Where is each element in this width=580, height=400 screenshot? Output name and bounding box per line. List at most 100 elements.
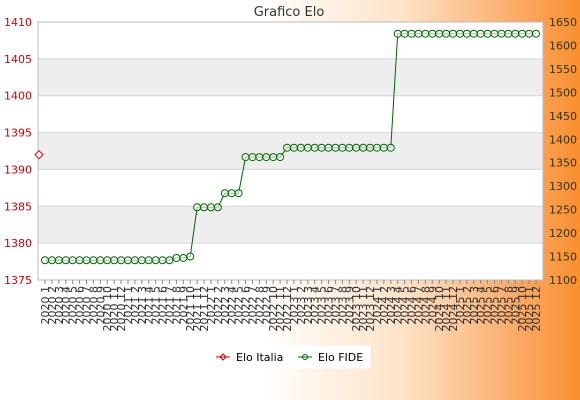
y-right-tick-label: 1350 [549,157,577,170]
x-tick-label: 2025 12 [530,286,543,332]
elo-fide-point [449,29,458,38]
elo-fide-point [303,143,312,152]
elo-fide-point [206,203,215,212]
elo-italia-point [34,149,44,160]
elo-fide-point [117,256,126,265]
legend-label-elo-fide: Elo FIDE [318,351,363,364]
x-tick-label: 2024 1 [371,286,384,325]
x-tick-label: 2023 12 [364,286,377,332]
x-tick-label: 2023 2 [295,286,308,325]
elo-fide-point [525,29,534,38]
x-tick-label: 2022 7 [246,286,259,325]
x-tick-label: 2022 6 [240,286,253,325]
elo-fide-point [324,143,333,152]
y-left-tick-label: 1385 [4,200,32,213]
x-tick-label: 2022 5 [233,286,246,325]
y-right-tick-label: 1400 [549,133,577,146]
x-tick-label: 2024 2 [378,286,391,325]
x-tick-label: 2021 12 [198,286,211,332]
legend: Elo Italia Elo FIDE [209,345,371,369]
elo-fide-point [317,143,326,152]
x-tick-label: 2021 5 [150,286,163,325]
x-tick-label: 2022 8 [253,286,266,325]
x-tick-label: 2022 10 [267,286,280,332]
x-tick-label: 2020 8 [87,286,100,325]
x-tick-label: 2023 11 [357,286,370,332]
x-tick-label: 2022 1 [205,286,218,325]
elo-fide-point [283,143,292,152]
elo-fide-point [497,29,506,38]
elo-fide-point [483,29,492,38]
grid-band [38,58,543,96]
x-tick-label: 2020 11 [108,286,121,332]
elo-fide-point [276,153,285,162]
x-tick-label: 2023 8 [336,286,349,325]
x-tick-label: 2020 6 [74,286,87,325]
elo-fide-point [61,256,70,265]
x-tick-label: 2022 3 [219,286,232,325]
elo-fide-point [165,256,174,265]
elo-fide-point [82,256,91,265]
y-right-tick-label: 1150 [549,251,577,264]
x-tick-label: 2023 5 [316,286,329,325]
x-tick-label: 2020 4 [60,286,73,325]
y-left-tick-label: 1380 [4,237,32,250]
y-left-tick-label: 1375 [4,274,32,287]
elo-fide-point [68,256,77,265]
y-right-tick-label: 1500 [549,86,577,99]
elo-fide-point [435,29,444,38]
elo-fide-point [144,256,153,265]
x-tick-label: 2023 9 [343,286,356,325]
x-tick-label: 2022 2 [212,286,225,325]
y-right-tick-label: 1100 [549,274,577,287]
x-tick-label: 2024 11 [440,286,453,332]
x-tick-label: 2021 3 [136,286,149,325]
elo-fide-point [331,143,340,152]
elo-fide-point [241,153,250,162]
y-left-tick-label: 1395 [4,127,32,140]
elo-fide-point [269,153,278,162]
x-tick-label: 2021 1 [122,286,135,325]
x-tick-label: 2025 6 [489,286,502,325]
elo-fide-point [455,29,464,38]
x-tick-label: 2025 10 [516,286,529,332]
elo-fide-point [75,256,84,265]
x-tick-label: 2025 9 [509,286,522,325]
x-tick-label: 2020 5 [67,286,80,325]
elo-fide-point [442,29,451,38]
x-tick-label: 2023 3 [302,286,315,325]
elo-fide-point [227,189,236,198]
elo-fide-point [151,256,160,265]
elo-fide-point [248,153,257,162]
elo-fide-point [193,203,202,212]
x-tick-label: 2024 5 [399,286,412,325]
elo-fide-point [220,189,229,198]
x-tick-label: 2022 11 [274,286,287,332]
x-tick-label: 2025 8 [502,286,515,325]
elo-fide-point [345,143,354,152]
x-tick-label: 2020 10 [101,286,114,332]
y-right-tick-label: 1600 [549,39,577,52]
elo-fide-point [41,256,49,265]
y-right-tick-label: 1300 [549,180,577,193]
elo-fide-point [158,256,167,265]
elo-fide-point [262,153,271,162]
y-left-tick-label: 1410 [4,16,32,29]
x-tick-label: 2024 12 [447,286,460,332]
elo-fide-point [172,253,181,262]
x-tick-label: 2024 4 [392,286,405,325]
elo-fide-point [255,153,264,162]
elo-fide-point [186,252,195,261]
elo-fide-point [89,256,98,265]
x-tick-label: 2025 3 [468,286,481,325]
elo-fide-point [511,29,520,38]
elo-fide-point [504,29,513,38]
elo-fide-point [310,143,319,152]
elo-fide-point [428,29,437,38]
elo-fide-point [96,256,105,265]
elo-fide-point [179,253,188,262]
x-tick-label: 2020 3 [53,286,66,325]
elo-fide-point [338,143,347,152]
y-right-tick-label: 1550 [549,63,577,76]
